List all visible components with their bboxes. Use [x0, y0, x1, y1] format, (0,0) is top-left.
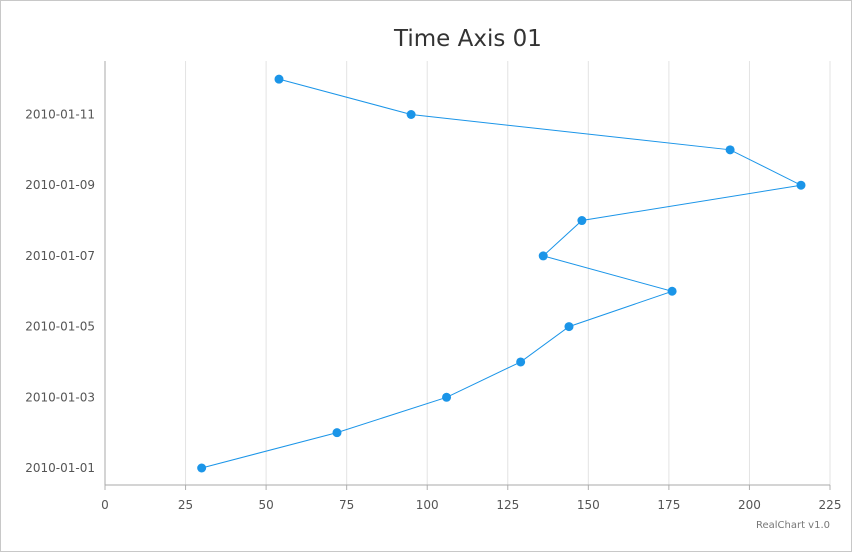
data-point[interactable]: [538, 251, 548, 261]
x-tick-label: 150: [577, 498, 600, 512]
y-tick-label: 2010-01-09: [25, 178, 95, 192]
data-point[interactable]: [406, 110, 416, 119]
data-point[interactable]: [442, 392, 452, 402]
data-point[interactable]: [796, 180, 806, 190]
credit-label: RealChart v1.0: [756, 520, 830, 531]
x-tick-label: 100: [416, 498, 439, 512]
y-tick-label: 2010-01-03: [25, 390, 95, 404]
x-tick-label: 75: [339, 498, 354, 512]
data-point[interactable]: [564, 322, 574, 332]
x-tick-label: 0: [101, 498, 109, 512]
y-tick-label: 2010-01-01: [25, 461, 95, 475]
y-tick-label: 2010-01-11: [25, 108, 95, 122]
x-tick-label: 25: [178, 498, 193, 512]
x-tick-label: 175: [657, 498, 680, 512]
x-tick-label: 50: [258, 498, 273, 512]
data-point[interactable]: [725, 145, 735, 155]
series-layer: [197, 74, 806, 473]
data-point[interactable]: [332, 428, 342, 438]
series-line-0: [201, 78, 803, 469]
chart-title: Time Axis 01: [393, 26, 542, 52]
x-tick-label: 125: [496, 498, 519, 512]
y-tick-label: 2010-01-05: [25, 320, 95, 334]
y-tick-label: 2010-01-07: [25, 249, 95, 263]
data-point[interactable]: [274, 74, 284, 84]
axis-layer: 0 25 50 75 100 125 150 175 200 225 2010-01-01 2010-…: [25, 61, 841, 512]
data-point[interactable]: [577, 216, 587, 226]
x-tick-label: 200: [738, 498, 761, 512]
data-point[interactable]: [516, 357, 526, 367]
data-point[interactable]: [197, 463, 207, 473]
data-point[interactable]: [667, 286, 677, 296]
x-tick-label: 225: [819, 498, 842, 512]
grid-layer: [185, 61, 831, 485]
